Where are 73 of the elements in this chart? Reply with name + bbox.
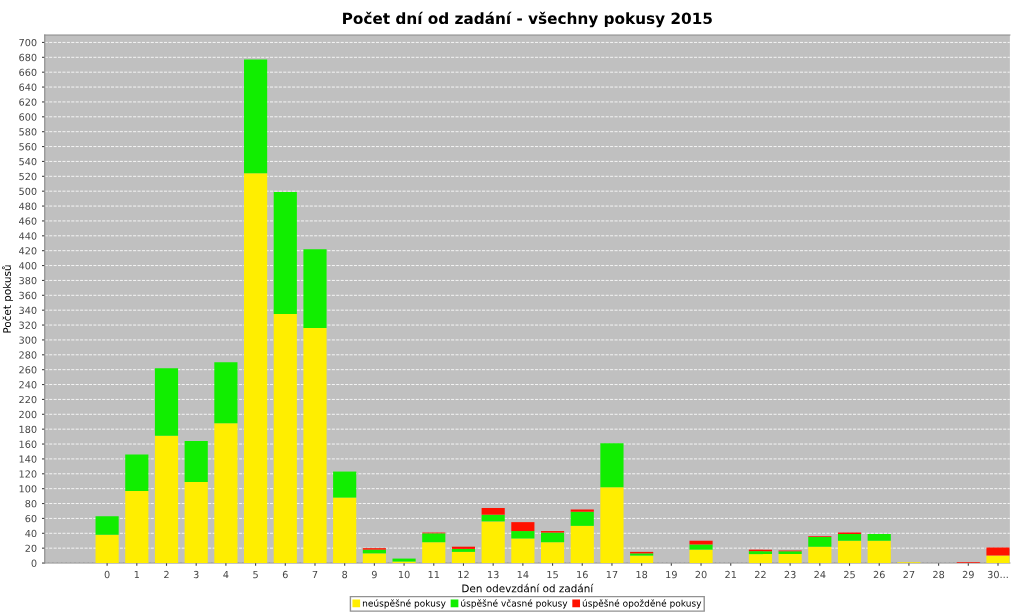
y-tick-label: 560 (19, 143, 37, 151)
x-tick-label: 13 (488, 570, 499, 579)
x-tick-label: 29 (962, 570, 974, 579)
x-tick-label: 19 (666, 570, 677, 579)
y-axis-title: Počet pokusů (2, 265, 13, 333)
x-tick-label: 28 (933, 570, 945, 579)
y-tick-label: 420 (19, 247, 37, 255)
legend-label: úspěšné opožděné pokusy (582, 599, 702, 609)
x-tick-label: 8 (342, 570, 348, 579)
x-tick-label: 5 (253, 570, 258, 579)
y-tick-label: 620 (19, 98, 37, 106)
x-tick-label: 24 (814, 570, 826, 579)
y-tick-label: 120 (19, 470, 37, 478)
y-tick-label: 160 (19, 440, 37, 448)
y-tick-label: 180 (19, 425, 37, 433)
y-tick-label: 60 (25, 514, 37, 523)
y-tick-label: 40 (25, 529, 37, 538)
y-tick-label: 360 (19, 291, 37, 300)
y-tick-label: 660 (19, 68, 37, 77)
x-tick-label: 30... (987, 570, 1008, 579)
y-tick-label: 460 (19, 217, 37, 225)
x-axis-title: Den odevzdání od zadání (462, 583, 594, 593)
y-tick-label: 680 (19, 53, 37, 62)
y-tick-label: 320 (19, 321, 37, 329)
y-tick-label: 380 (19, 276, 37, 285)
y-tick-label: 20 (25, 544, 37, 552)
chart-title: Počet dní od zadání - všechny pokusy 2015 (343, 11, 712, 28)
y-tick-label: 400 (19, 262, 37, 270)
y-tick-label: 260 (19, 366, 37, 374)
y-tick-label: 640 (19, 83, 37, 91)
y-tick-label: 220 (19, 395, 37, 404)
y-tick-label: 440 (19, 232, 37, 240)
x-tick-label: 16 (577, 570, 588, 579)
x-tick-label: 22 (754, 570, 766, 579)
x-tick-label: 27 (903, 570, 915, 579)
y-tick-label: 240 (19, 381, 37, 389)
x-tick-label: 25 (844, 570, 855, 579)
x-tick-label: 0 (104, 570, 110, 579)
x-tick-label: 1 (134, 570, 139, 579)
x-tick-label: 12 (458, 570, 469, 579)
y-tick-label: 300 (19, 336, 37, 344)
x-tick-label: 7 (312, 570, 318, 579)
x-tick-label: 6 (282, 570, 288, 579)
y-tick-label: 280 (19, 351, 37, 359)
legend-label: úspěšné včasné pokusy (461, 599, 568, 609)
y-tick-label: 520 (19, 172, 37, 181)
y-tick-label: 100 (19, 485, 37, 493)
y-tick-label: 540 (19, 157, 37, 166)
y-tick-label: 0 (31, 559, 37, 567)
x-tick-label: 11 (428, 570, 440, 579)
y-tick-label: 200 (19, 410, 37, 419)
y-tick-label: 700 (19, 38, 37, 47)
x-tick-label: 21 (725, 570, 737, 579)
x-tick-label: 26 (873, 570, 885, 579)
x-tick-label: 23 (784, 570, 796, 579)
y-tick-label: 500 (19, 187, 37, 196)
y-tick-label: 600 (19, 113, 37, 121)
y-tick-label: 80 (25, 500, 37, 508)
y-tick-label: 480 (19, 202, 37, 210)
x-tick-label: 17 (606, 570, 618, 579)
x-tick-label: 15 (547, 570, 558, 579)
x-tick-label: 2 (164, 570, 169, 579)
x-tick-label: 20 (695, 570, 707, 579)
x-tick-label: 18 (636, 570, 648, 579)
x-tick-label: 10 (398, 570, 410, 579)
y-tick-label: 340 (19, 306, 37, 315)
x-tick-label: 3 (193, 570, 199, 579)
x-tick-label: 9 (371, 570, 377, 579)
legend-label: neúspěšné pokusy (362, 599, 446, 609)
y-tick-label: 580 (19, 128, 37, 136)
y-tick-label: 140 (19, 455, 37, 463)
x-tick-label: 14 (517, 570, 529, 579)
x-tick-label: 4 (223, 570, 229, 579)
